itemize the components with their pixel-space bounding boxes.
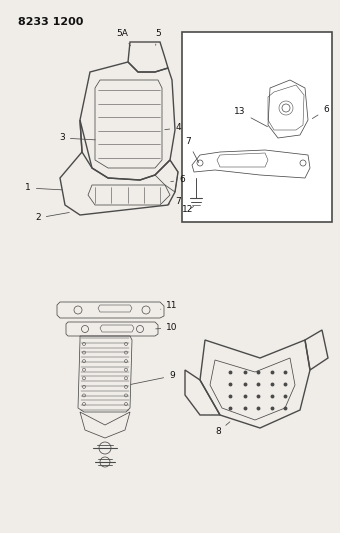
Text: 10: 10 [156,324,178,333]
Bar [182,32,332,222]
Text: 8: 8 [215,422,230,437]
Text: 6: 6 [171,175,185,184]
Text: 4: 4 [165,124,181,133]
Text: 7: 7 [185,138,199,163]
Text: 13: 13 [234,108,268,127]
Text: 3: 3 [59,133,95,142]
Text: 1: 1 [25,183,62,192]
Text: 11: 11 [161,302,178,311]
Text: 5: 5 [155,29,161,45]
Text: 8233 1200: 8233 1200 [18,17,83,27]
Text: 7: 7 [168,198,181,206]
Text: 5A: 5A [116,29,130,46]
Text: 2: 2 [35,213,69,222]
Text: 6: 6 [312,106,329,118]
Text: 12: 12 [182,206,194,214]
Text: 9: 9 [131,372,175,384]
